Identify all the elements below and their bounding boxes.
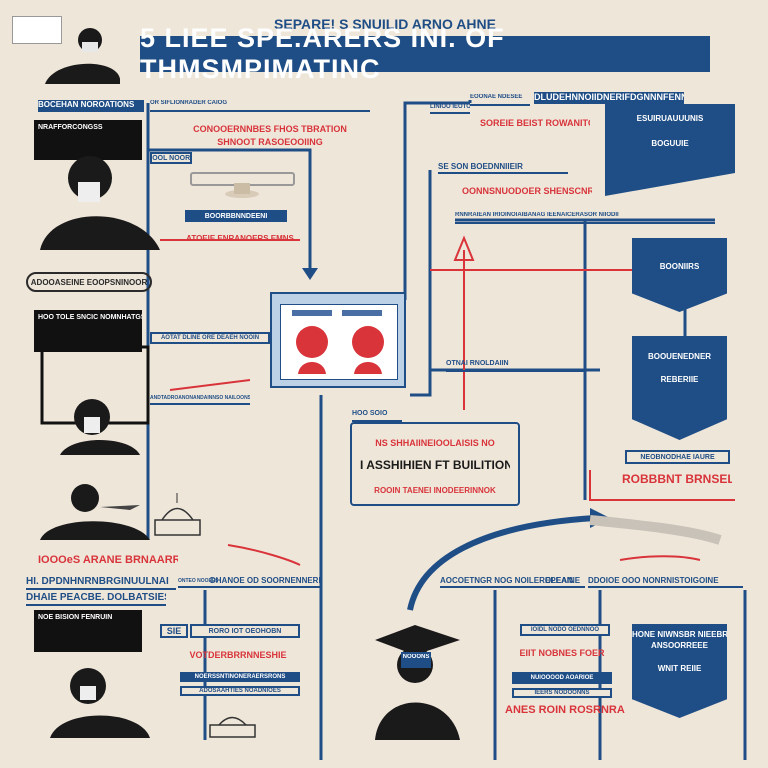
left-tag-mid-2: DHANOE OD SOORNENNERIERE (210, 576, 320, 588)
center-outline-line3: ROOIN TAENEI INODEERINNOK (374, 486, 496, 495)
right-red-heading-3: ROBBBNT BRNSEL. (622, 472, 732, 486)
connector-to-panel (148, 148, 312, 270)
red-figure-icon-1 (292, 324, 332, 374)
center-outline-line2: I ASSHIHIEN FT BUILITION (360, 458, 510, 472)
center-outline-box (350, 422, 520, 506)
right-tag-top-b: DLUDEHNNOIIDNERIFDGNNNFENNB (534, 92, 684, 104)
left-red-heading-2: SHNOOT RASOEOOIING (217, 137, 323, 147)
right-banner-4-line2: ANSOORREEE (651, 641, 708, 650)
center-tag-bottom-a: AOCOETNGR NOG NOILEROLEAN (440, 576, 580, 588)
center-outline-title: HOO SOIO (352, 410, 402, 422)
connector-panel-top (403, 101, 470, 300)
left-label-f2: RORO IOT OEOHOBN (190, 624, 300, 638)
bird-icon (100, 500, 140, 514)
graduate-caption: NOOONS (402, 654, 430, 660)
right-tag-top-a: EOONAE NDESEE (470, 94, 530, 106)
right-banner-3: BOOUENEDNER REBERIIE (632, 336, 727, 440)
center-outline-line1: NS SHHAIINEIOOLAISIS NO (375, 438, 495, 448)
left-tag-top: BOCEHAN NOROATIONS (38, 100, 144, 112)
speaker-avatar-1 (40, 150, 160, 250)
right-tag-mid: NEOBNODHAE IAURE (625, 450, 730, 464)
connector-panel-right (410, 368, 600, 397)
center-tag-bottom-b: EPEAINE (545, 576, 585, 588)
left-label-g: NOERSSNTINONERAERSRONS (180, 672, 300, 682)
speaker-avatar-3 (40, 480, 150, 540)
right-banner-3-line1: BOOUENEDNER (647, 352, 712, 361)
right-tag-small-left: LINIOO IEOTOSEN OONTRRRIB (430, 104, 470, 114)
right-banner-1-line2: BOGUUIE (651, 139, 689, 148)
graduate-avatar (365, 610, 465, 740)
left-pill-label: ADOOASEINE EOOPSNINOOR (26, 272, 152, 292)
header-subtitle: SEPARE! S SNUILID ARNO AHNE (274, 16, 496, 32)
center-panel-label: OTNAI RNOLDAIIN (446, 360, 586, 372)
left-tag-mid: HI. DPDNHNRNBRGINUULNAI (26, 576, 176, 590)
center-tag-bottom-c: DDOIOE OOO NONRNISTOIGOINE (588, 576, 743, 588)
left-label-a: BOOL NOORS (150, 152, 192, 164)
speaker-avatar-4 (40, 660, 150, 738)
right-banner-3-line2: REBERIIE (660, 375, 699, 384)
right-tag-wide: RNNRAIEAN IRIOINOIAIBANAG IEENAICERASOR … (455, 212, 715, 224)
left-tag-top-small: OR SIFLIONRADER CAIOG (150, 100, 370, 112)
left-label-h: ADOSAAHTIES NOADNIOES (180, 686, 300, 696)
right-red-heading-4: EIIT NOBNES FOER (519, 648, 605, 658)
left-red-tag: IOOOeS ARANE BRNAARRES (38, 554, 178, 566)
right-label-i: IOIDL NODO OEDNNOO (520, 624, 610, 636)
right-red-heading-1: SOREIE BEIST ROWANITOON (480, 118, 590, 128)
left-red-arrow-label: ATOEIE ENRANOERS EMNS (186, 234, 294, 243)
left-tag-mid-small: ONTEO NOOEES (178, 578, 218, 588)
right-red-heading-5: ANES ROIN ROSRNRAIL. (505, 704, 625, 716)
logo-badge (12, 16, 62, 44)
speaker-box-1: NRAFFORCONGSS (34, 120, 142, 160)
center-panel (270, 292, 406, 388)
right-red-heading-2: OONNSNUODOER SHENSCNR. (462, 186, 592, 196)
left-red-heading-1: CONOOERNNBES FHOS TBRATION (193, 124, 347, 134)
right-banner-4: HONE NIWNSBR NIEEBRE ANSOORREEE WNIT REI… (632, 624, 727, 718)
right-tag-small-1: SE SON BOEDNNIIEIR (438, 162, 568, 174)
hat-icon (224, 180, 260, 198)
right-banner-4-line3: WNIT REIIE (657, 664, 702, 673)
right-label-k: IEERS NODOONNS (512, 688, 612, 698)
right-label-j: NUIOOOOD AOARIOE (512, 672, 612, 684)
capitol-icon-1 (150, 485, 205, 540)
right-banner-2: BOONIIRS (632, 238, 727, 312)
speaker-avatar-2 (40, 395, 150, 455)
left-tag-low: DHAIE PEACBE. DOLBATSIES (26, 592, 166, 606)
left-red-heading-3: VOTDERBRRNNESHIE (189, 650, 287, 660)
left-label-c: AOTAT DLINE ORE DEAEH NOOIN (150, 332, 270, 344)
speaker-box-2: HOO TOLE SNCIC NOMNHATGS (34, 310, 142, 352)
left-label-f: SIE (160, 624, 188, 638)
speaker-box-3: NOE BISION FENRUIN (34, 610, 142, 652)
left-label-b: BOORBBNNDEENI (185, 210, 287, 222)
right-banner-4-line1: HONE NIWNSBR NIEEBRE (632, 630, 727, 639)
left-label-d: ANDTADROANONANDAINNSO NAILOONS (150, 395, 250, 405)
right-banner-1-line1: ESUIRUAUUUNIS (636, 114, 704, 123)
speaker-avatar-top (40, 22, 121, 84)
capitol-icon-2 (205, 705, 260, 740)
red-figure-icon-2 (348, 324, 388, 374)
page-title: 5 LIEE SPE.ARERS INI. OF THMSMPIMATINC (140, 23, 710, 84)
